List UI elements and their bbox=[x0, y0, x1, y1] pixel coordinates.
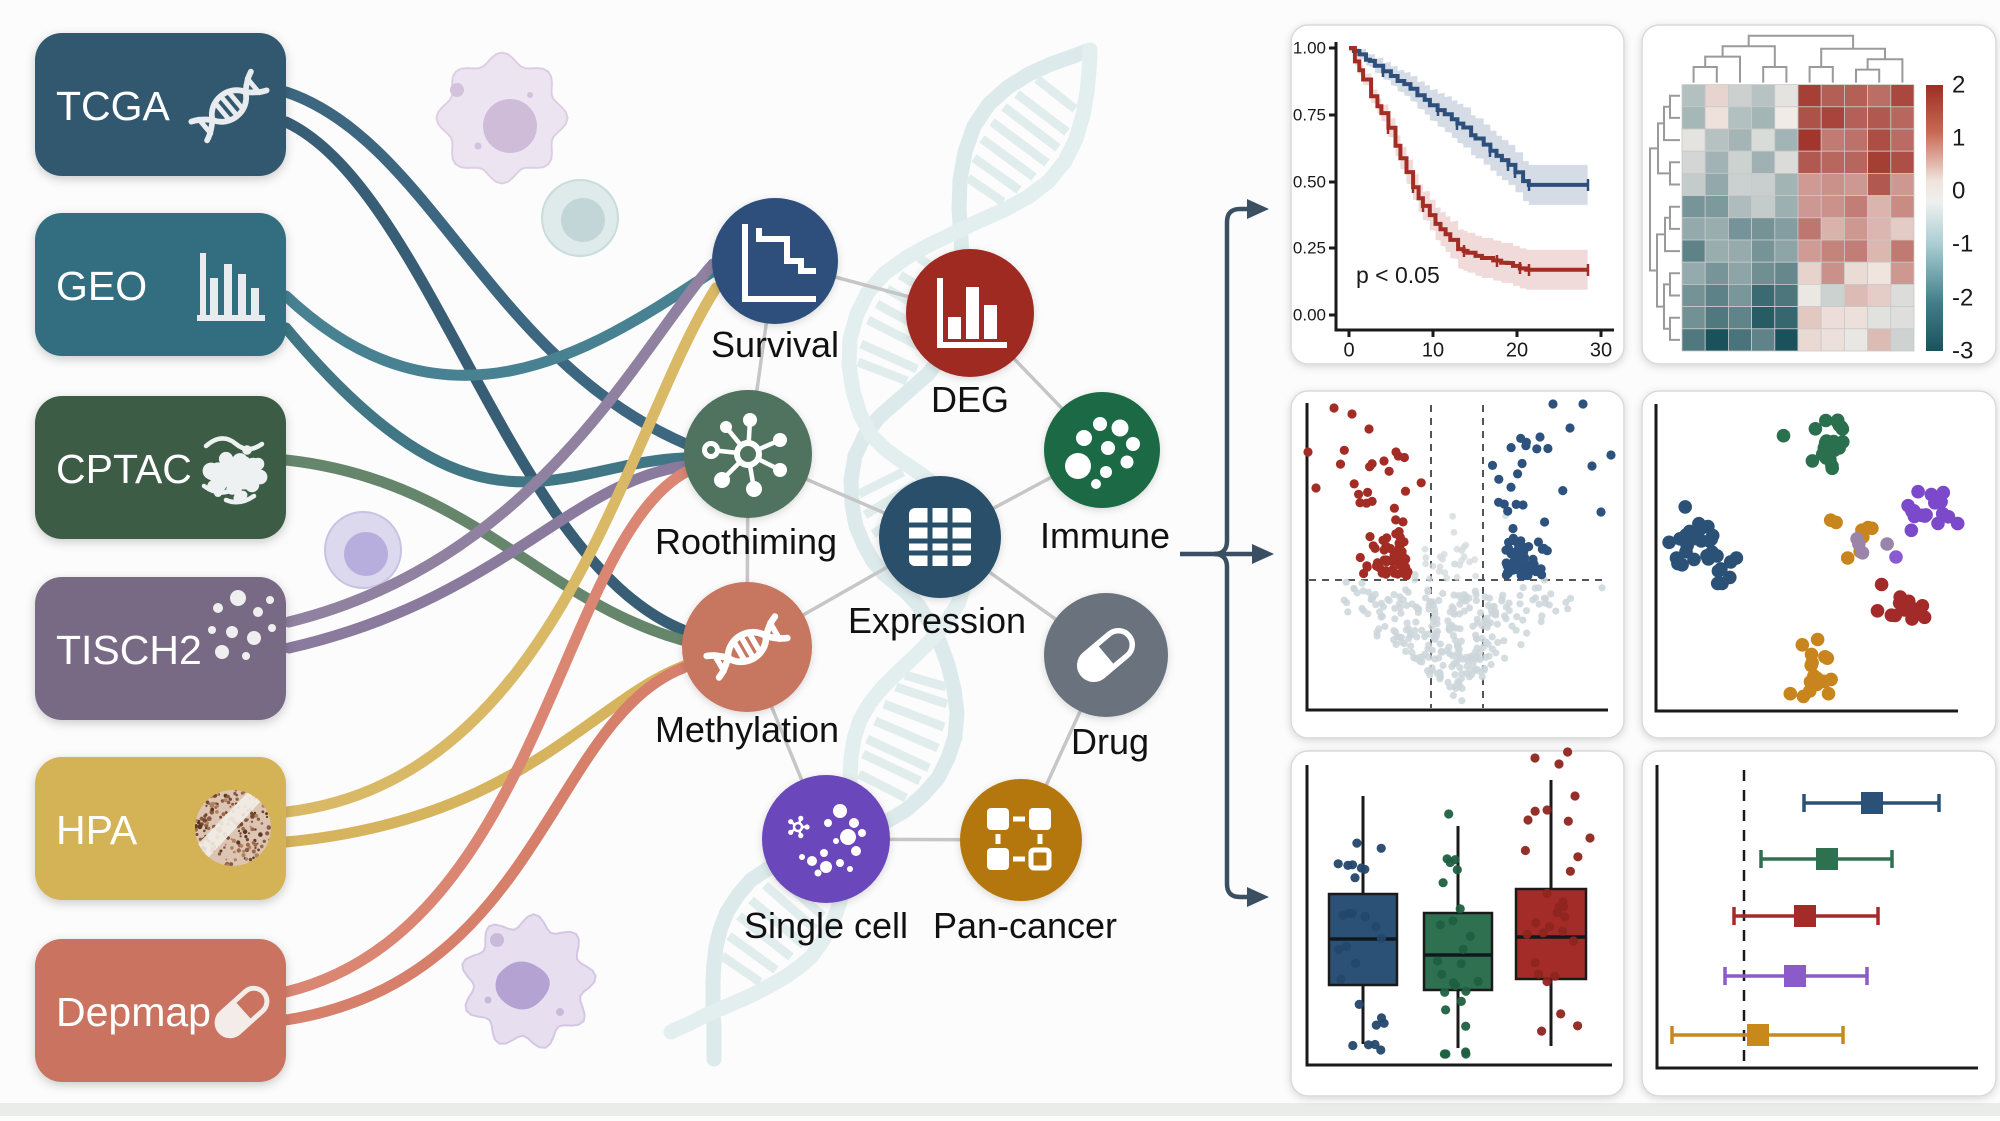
svg-text:TISCH2: TISCH2 bbox=[56, 627, 202, 673]
svg-text:0.75: 0.75 bbox=[1293, 106, 1326, 125]
svg-text:Expression: Expression bbox=[848, 600, 1026, 641]
svg-text:20: 20 bbox=[1506, 340, 1528, 362]
svg-text:0.50: 0.50 bbox=[1293, 173, 1326, 192]
svg-text:p < 0.05: p < 0.05 bbox=[1356, 262, 1440, 288]
svg-text:Depmap: Depmap bbox=[56, 989, 211, 1035]
svg-text:-3: -3 bbox=[1952, 338, 1973, 365]
svg-text:30: 30 bbox=[1590, 340, 1612, 362]
svg-text:-2: -2 bbox=[1952, 285, 1973, 312]
svg-text:Pan-cancer: Pan-cancer bbox=[933, 905, 1117, 946]
svg-text:CPTAC: CPTAC bbox=[56, 446, 192, 492]
svg-text:HPA: HPA bbox=[56, 807, 138, 853]
svg-text:0.00: 0.00 bbox=[1293, 306, 1326, 325]
svg-text:Single cell: Single cell bbox=[744, 905, 908, 946]
svg-text:-1: -1 bbox=[1952, 231, 1973, 258]
svg-text:0: 0 bbox=[1343, 340, 1354, 362]
svg-text:Survival: Survival bbox=[711, 324, 839, 365]
svg-text:GEO: GEO bbox=[56, 263, 147, 309]
svg-text:1.00: 1.00 bbox=[1293, 39, 1326, 58]
svg-text:Immune: Immune bbox=[1040, 515, 1170, 556]
svg-text:Methylation: Methylation bbox=[655, 709, 839, 750]
svg-text:TCGA: TCGA bbox=[56, 83, 171, 129]
svg-text:10: 10 bbox=[1422, 340, 1444, 362]
svg-text:0: 0 bbox=[1952, 178, 1965, 205]
svg-text:1: 1 bbox=[1952, 125, 1965, 152]
svg-text:0.25: 0.25 bbox=[1293, 239, 1326, 258]
svg-text:2: 2 bbox=[1952, 72, 1965, 99]
svg-text:Roothiming: Roothiming bbox=[655, 521, 837, 562]
svg-text:DEG: DEG bbox=[931, 379, 1009, 420]
svg-text:Drug: Drug bbox=[1071, 721, 1149, 762]
